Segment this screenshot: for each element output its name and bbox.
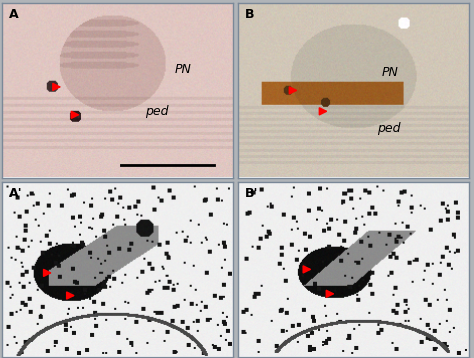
Text: B: B <box>246 9 255 21</box>
Text: A': A' <box>9 188 22 200</box>
Text: PN: PN <box>175 63 192 76</box>
Text: ped: ped <box>145 105 169 118</box>
Text: ped: ped <box>377 122 401 135</box>
Text: PN: PN <box>382 67 399 79</box>
Text: B': B' <box>246 188 259 200</box>
Text: A: A <box>9 9 18 21</box>
